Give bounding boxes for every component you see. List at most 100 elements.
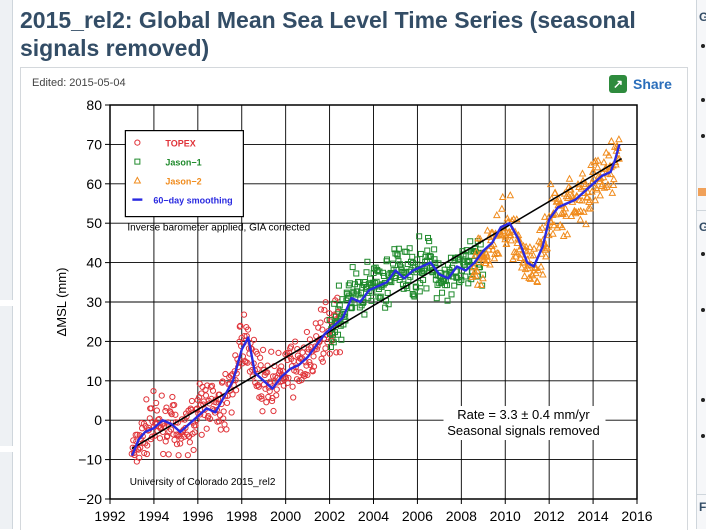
data-point-triangle bbox=[608, 188, 617, 196]
data-point-triangle bbox=[557, 209, 566, 217]
data-point-square bbox=[326, 316, 333, 323]
legend-label: Jason−2 bbox=[165, 177, 201, 187]
data-point-triangle bbox=[483, 226, 492, 234]
x-tick-label: 1998 bbox=[226, 508, 257, 524]
data-point-circle bbox=[188, 397, 196, 405]
data-point-triangle bbox=[583, 193, 591, 201]
annotation-correction: Inverse barometer applied, GIA corrected bbox=[127, 223, 310, 234]
y-tick-label: 40 bbox=[86, 255, 102, 271]
y-tick-label: −20 bbox=[78, 491, 102, 507]
data-point-circle bbox=[241, 332, 248, 340]
data-point-triangle bbox=[522, 247, 531, 255]
data-point-square bbox=[394, 252, 401, 259]
data-point-circle bbox=[168, 411, 175, 418]
data-point-triangle bbox=[589, 174, 598, 182]
data-point-square bbox=[383, 256, 390, 263]
x-tick-label: 2008 bbox=[446, 508, 477, 524]
data-point-circle bbox=[153, 399, 160, 407]
data-point-circle bbox=[257, 362, 264, 369]
data-point-triangle bbox=[600, 158, 608, 166]
data-point-square bbox=[425, 234, 432, 241]
data-point-square bbox=[364, 258, 371, 265]
data-point-triangle bbox=[591, 196, 600, 204]
data-point-square bbox=[330, 339, 337, 346]
data-point-triangle bbox=[479, 274, 487, 282]
data-point-circle bbox=[175, 452, 182, 459]
data-point-triangle bbox=[472, 247, 481, 256]
data-point-triangle bbox=[537, 262, 545, 270]
data-point-circle bbox=[148, 405, 155, 412]
edited-date: Edited: 2015-05-04 bbox=[32, 77, 126, 89]
x-tick-label: 1996 bbox=[182, 508, 213, 524]
share-button[interactable]: ↗ Share bbox=[609, 74, 672, 94]
data-point-square bbox=[416, 288, 423, 295]
right-sidebar-badge-icon bbox=[698, 188, 706, 196]
data-point-square bbox=[332, 313, 339, 320]
data-point-square bbox=[382, 304, 389, 311]
data-point-triangle bbox=[555, 194, 563, 202]
data-point-circle bbox=[319, 358, 326, 365]
data-point-triangle bbox=[472, 271, 480, 279]
data-point-circle bbox=[173, 441, 181, 448]
data-point-circle bbox=[220, 408, 227, 415]
y-tick-label: 10 bbox=[86, 373, 102, 389]
data-point-circle bbox=[178, 435, 185, 442]
data-point-circle bbox=[203, 425, 210, 432]
data-point-square bbox=[365, 294, 372, 301]
data-point-circle bbox=[285, 374, 292, 382]
data-point-square bbox=[353, 270, 360, 277]
data-point-circle bbox=[144, 442, 151, 449]
data-point-square bbox=[345, 282, 352, 289]
data-point-square bbox=[458, 276, 465, 283]
right-sidebar-bullet bbox=[701, 134, 705, 138]
left-sidebar-edge-bottom bbox=[0, 452, 13, 529]
x-tick-label: 2014 bbox=[578, 508, 609, 524]
data-point-circle bbox=[183, 413, 190, 420]
data-point-square bbox=[462, 253, 469, 260]
trend-line bbox=[131, 157, 623, 450]
data-point-square bbox=[424, 247, 431, 254]
data-point-circle bbox=[320, 350, 327, 357]
data-point-square bbox=[432, 259, 439, 266]
data-point-square bbox=[480, 271, 487, 278]
data-point-square bbox=[423, 285, 430, 292]
data-point-triangle bbox=[529, 251, 538, 259]
data-point-square bbox=[439, 289, 446, 296]
x-tick-label: 2000 bbox=[270, 508, 301, 524]
data-point-square bbox=[403, 248, 410, 255]
y-tick-label: 80 bbox=[86, 97, 102, 113]
data-point-square bbox=[388, 279, 395, 286]
left-sidebar-edge bbox=[0, 0, 13, 300]
data-point-square bbox=[451, 282, 458, 289]
data-point-circle bbox=[336, 349, 344, 356]
data-point-triangle bbox=[517, 263, 526, 271]
data-point-triangle bbox=[498, 192, 507, 201]
y-axis-label: ΔMSL (mm) bbox=[54, 268, 69, 337]
data-point-circle bbox=[150, 387, 157, 395]
data-point-triangle bbox=[506, 191, 515, 199]
data-point-square bbox=[405, 276, 412, 283]
data-point-circle bbox=[237, 322, 244, 329]
data-point-square bbox=[376, 268, 383, 275]
right-sidebar-heading-1: G bbox=[699, 10, 706, 24]
data-point-triangle bbox=[605, 151, 613, 159]
data-point-triangle bbox=[486, 260, 494, 268]
data-point-square bbox=[414, 256, 421, 263]
data-point-circle bbox=[265, 393, 272, 401]
data-point-triangle bbox=[534, 266, 543, 274]
data-point-triangle bbox=[563, 230, 572, 238]
right-sidebar-bullet bbox=[701, 308, 705, 312]
data-point-circle bbox=[219, 378, 226, 385]
data-point-circle bbox=[197, 411, 204, 418]
data-point-triangle bbox=[581, 179, 590, 187]
data-point-triangle bbox=[560, 207, 568, 216]
data-point-square bbox=[448, 291, 455, 298]
data-point-triangle bbox=[493, 248, 502, 256]
data-point-circle bbox=[317, 319, 324, 326]
right-sidebar-edge: G G F bbox=[696, 0, 706, 529]
data-point-triangle bbox=[574, 207, 583, 215]
data-point-circle bbox=[321, 306, 328, 314]
data-point-circle bbox=[188, 406, 195, 413]
y-tick-label: 70 bbox=[86, 136, 102, 152]
data-point-circle bbox=[223, 399, 231, 407]
